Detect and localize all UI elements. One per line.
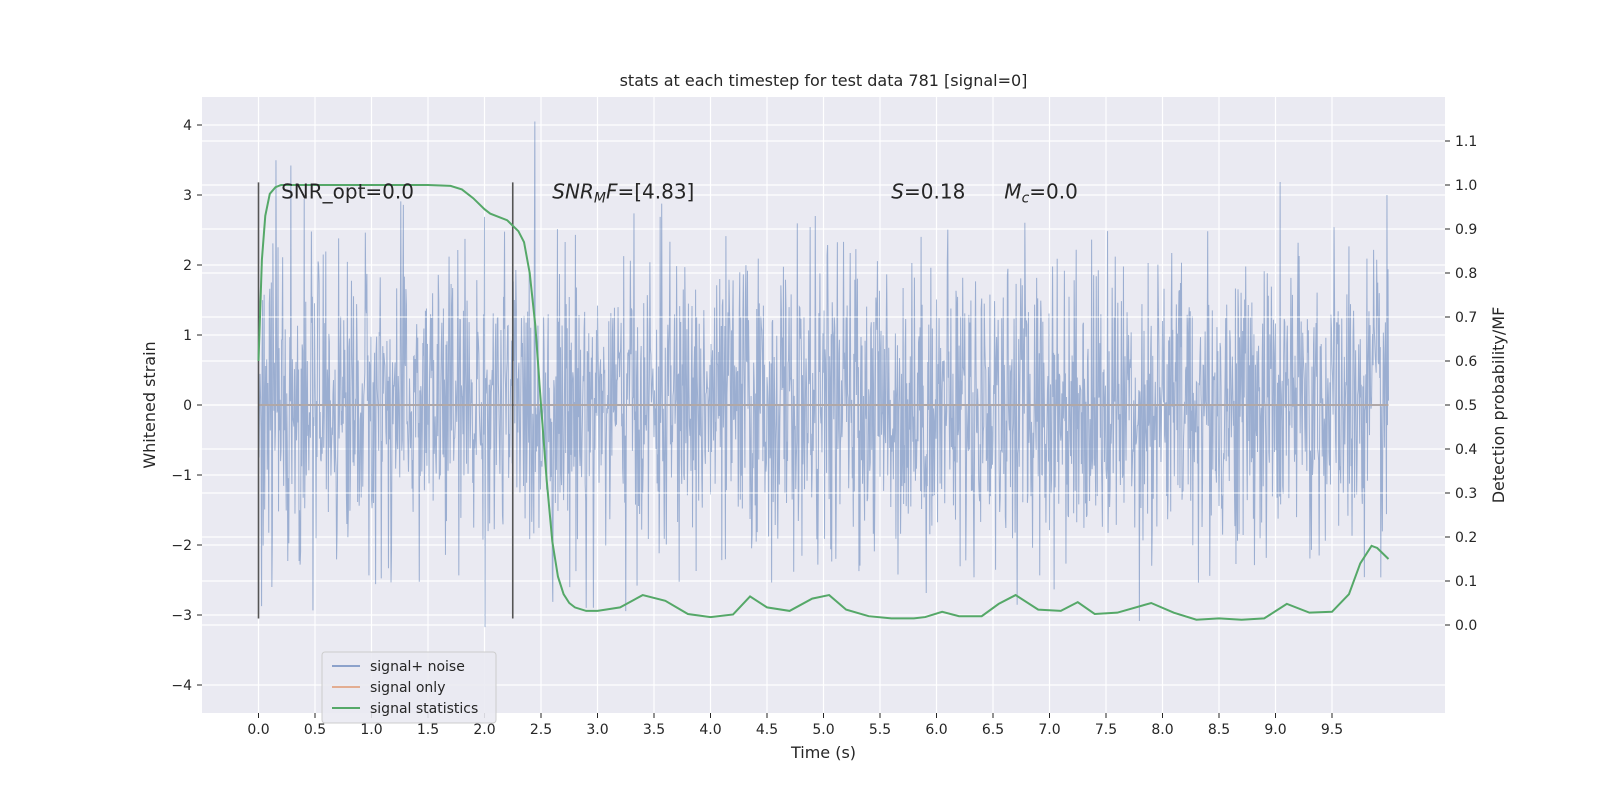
x-tick-label: 7.0 bbox=[1038, 722, 1060, 738]
x-tick-label: 7.5 bbox=[1095, 722, 1117, 738]
y-left-tick-label: 0 bbox=[183, 398, 192, 414]
x-tick-label: 9.0 bbox=[1264, 722, 1286, 738]
y-right-tick-label: 0.9 bbox=[1455, 222, 1477, 238]
legend-label: signal+ noise bbox=[370, 659, 465, 675]
x-axis-label: Time (s) bbox=[790, 743, 856, 762]
annotation-0: SNR_opt=0.0 bbox=[281, 180, 414, 204]
x-tick-label: 3.5 bbox=[643, 722, 665, 738]
x-tick-label: 2.0 bbox=[473, 722, 495, 738]
x-tick-label: 8.0 bbox=[1151, 722, 1173, 738]
y-left-tick-label: −4 bbox=[171, 678, 192, 694]
y-right-tick-label: 0.7 bbox=[1455, 310, 1477, 326]
annotation-2: S=0.18 bbox=[891, 180, 965, 204]
x-tick-label: 4.0 bbox=[699, 722, 721, 738]
signal-statistics-line bbox=[257, 184, 1390, 621]
legend-box bbox=[321, 651, 497, 724]
x-tick-label: 8.5 bbox=[1208, 722, 1230, 738]
y-left-tick-label: −2 bbox=[171, 538, 192, 554]
y-left-tick-label: −3 bbox=[171, 608, 192, 624]
legend-label: signal only bbox=[370, 680, 445, 696]
x-tick-label: 5.5 bbox=[869, 722, 891, 738]
x-tick-label: 3.0 bbox=[586, 722, 608, 738]
series-signal-plus-noise bbox=[258, 121, 1389, 628]
legend-label: signal statistics bbox=[370, 701, 478, 717]
y-axis-left-label: Whitened strain bbox=[140, 341, 159, 468]
y-right-tick-label: 0.8 bbox=[1455, 266, 1477, 282]
noise-trace bbox=[258, 121, 1389, 628]
y-right-tick-label: 0.0 bbox=[1455, 618, 1477, 634]
y-right-tick-label: 1.1 bbox=[1455, 134, 1477, 150]
y-right-tick-label: 0.3 bbox=[1455, 486, 1477, 502]
y-right-tick-label: 0.6 bbox=[1455, 354, 1477, 370]
y-right-tick-label: 0.5 bbox=[1455, 398, 1477, 414]
annotations: SNR_opt=0.0 SNRMF=[4.83] S=0.18 Mc=0.0 bbox=[281, 180, 1078, 207]
y-axis-right-label: Detection probability/MF bbox=[1489, 307, 1508, 504]
x-tick-label: 2.5 bbox=[530, 722, 552, 738]
y-left-tick-label: 3 bbox=[183, 188, 192, 204]
ticks: 0.0 0.5 1.0 1.5 2.0 2.5 3.0 3.5 4.0 4.5 5.0 5.5 6.0 6… bbox=[171, 118, 1477, 738]
y-left-tick-label: −1 bbox=[171, 468, 192, 484]
y-left-tick-label: 2 bbox=[183, 258, 192, 274]
marker-lines bbox=[257, 182, 514, 619]
x-tick-label: 1.0 bbox=[360, 722, 382, 738]
x-tick-label: 0.0 bbox=[247, 722, 269, 738]
band-lines bbox=[258, 316, 1389, 494]
x-tick-label: 4.5 bbox=[756, 722, 778, 738]
annotation-1: SNRMF=[4.83] bbox=[552, 180, 694, 207]
chart-title: stats at each timestep for test data 781… bbox=[620, 71, 1028, 90]
series-signal-statistics bbox=[257, 184, 1390, 621]
x-tick-label: 5.0 bbox=[812, 722, 834, 738]
y-right-tick-label: 0.2 bbox=[1455, 530, 1477, 546]
y-left-tick-label: 4 bbox=[183, 118, 192, 134]
x-tick-label: 1.5 bbox=[417, 722, 439, 738]
annotation-3: Mc=0.0 bbox=[1004, 180, 1078, 207]
y-right-tick-label: 1.0 bbox=[1455, 178, 1477, 194]
x-tick-label: 0.5 bbox=[304, 722, 326, 738]
y-left-tick-label: 1 bbox=[183, 328, 192, 344]
y-right-tick-label: 0.1 bbox=[1455, 574, 1477, 590]
x-tick-label: 6.5 bbox=[982, 722, 1004, 738]
y-right-tick-label: 0.4 bbox=[1455, 442, 1477, 458]
x-tick-label: 9.5 bbox=[1321, 722, 1343, 738]
legend: signal+ noise signal only signal statistic… bbox=[321, 651, 497, 724]
x-tick-label: 6.0 bbox=[925, 722, 947, 738]
